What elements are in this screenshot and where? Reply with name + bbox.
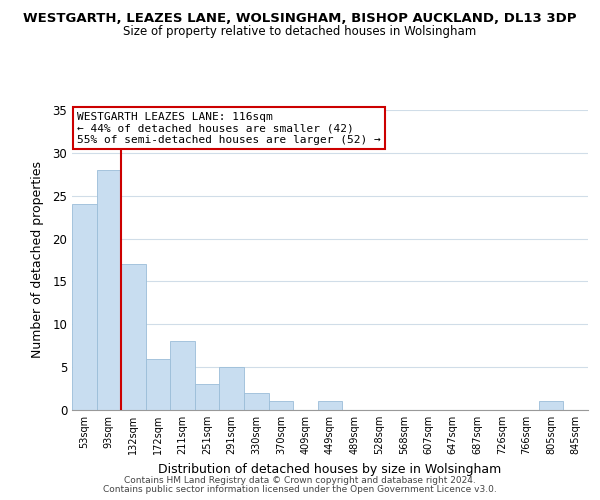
Bar xyxy=(318,402,342,410)
Bar xyxy=(97,170,121,410)
Bar xyxy=(121,264,146,410)
Text: WESTGARTH LEAZES LANE: 116sqm
← 44% of detached houses are smaller (42)
55% of s: WESTGARTH LEAZES LANE: 116sqm ← 44% of d… xyxy=(77,112,381,144)
Text: Size of property relative to detached houses in Wolsingham: Size of property relative to detached ho… xyxy=(124,25,476,38)
Bar xyxy=(72,204,97,410)
Y-axis label: Number of detached properties: Number of detached properties xyxy=(31,162,44,358)
Bar xyxy=(244,393,269,410)
Text: WESTGARTH, LEAZES LANE, WOLSINGHAM, BISHOP AUCKLAND, DL13 3DP: WESTGARTH, LEAZES LANE, WOLSINGHAM, BISH… xyxy=(23,12,577,26)
Bar xyxy=(220,367,244,410)
Text: Contains HM Land Registry data © Crown copyright and database right 2024.: Contains HM Land Registry data © Crown c… xyxy=(124,476,476,485)
Text: Contains public sector information licensed under the Open Government Licence v3: Contains public sector information licen… xyxy=(103,485,497,494)
X-axis label: Distribution of detached houses by size in Wolsingham: Distribution of detached houses by size … xyxy=(158,462,502,475)
Bar xyxy=(539,402,563,410)
Bar xyxy=(170,342,195,410)
Bar xyxy=(195,384,220,410)
Bar xyxy=(146,358,170,410)
Bar xyxy=(269,402,293,410)
